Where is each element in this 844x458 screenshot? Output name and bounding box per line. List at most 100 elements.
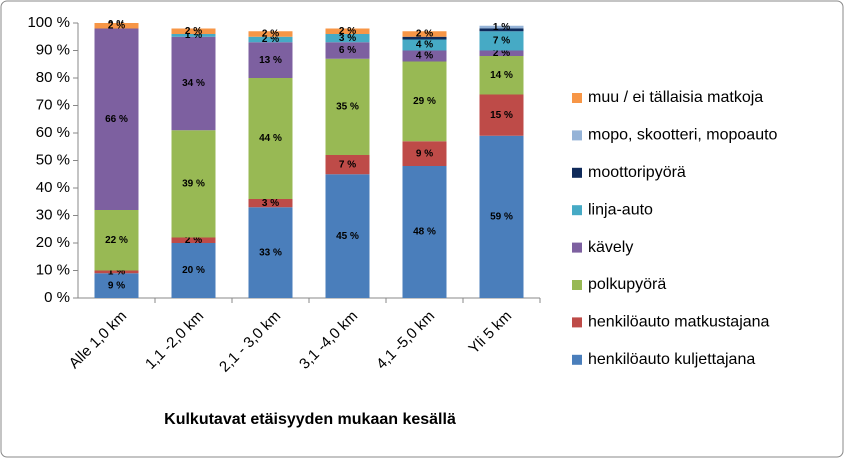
- y-tick-label: 50 %: [36, 151, 70, 168]
- y-tick-label: 0 %: [44, 289, 70, 306]
- value-label: 13 %: [259, 55, 282, 66]
- bar-segment: [171, 34, 216, 37]
- value-label: 2 %: [493, 48, 510, 59]
- y-tick-label: 100 %: [27, 14, 70, 31]
- value-label: 4 %: [416, 40, 433, 51]
- value-label: 6 %: [339, 45, 356, 56]
- value-label: 2 %: [185, 235, 202, 246]
- legend-label: moottoripyörä: [588, 164, 686, 181]
- bar-segment: [248, 207, 293, 298]
- value-label: 3 %: [262, 198, 279, 209]
- value-label: 2 %: [108, 20, 125, 31]
- legend-swatch: [572, 130, 582, 141]
- legend-label: kävely: [588, 239, 633, 256]
- value-label: 3 %: [339, 33, 356, 44]
- bar-segment: [171, 28, 216, 34]
- y-tick-label: 10 %: [36, 261, 70, 278]
- bar-segment: [94, 210, 139, 271]
- bar-segment: [325, 34, 370, 43]
- value-label: 39 %: [182, 179, 205, 190]
- legend-label: muu / ei tällaisia matkoja: [588, 89, 763, 106]
- bar-segment: [325, 42, 370, 59]
- bar-segment: [171, 237, 216, 243]
- bar-segment: [479, 28, 524, 32]
- value-label: 59 %: [490, 212, 513, 223]
- bar-segment: [402, 166, 447, 298]
- value-label: 1 %: [493, 22, 510, 33]
- value-label: 45 %: [336, 231, 359, 242]
- legend-swatch: [572, 280, 582, 290]
- bar-segment: [94, 23, 139, 29]
- value-label: 66 %: [105, 114, 128, 125]
- legend-swatch: [572, 93, 582, 103]
- y-tick-label: 30 %: [36, 206, 70, 223]
- bar-segment: [402, 50, 447, 62]
- value-label: 1 %: [108, 267, 125, 278]
- bar-segment: [402, 31, 447, 37]
- bar-segment: [248, 199, 293, 208]
- bar-segment: [402, 141, 447, 166]
- legend-swatch: [572, 354, 582, 365]
- value-label: 7 %: [493, 36, 510, 47]
- legend-swatch: [572, 317, 582, 328]
- bar-segment: [248, 78, 293, 199]
- legend-label: linja-auto: [588, 201, 653, 218]
- y-tick-label: 60 %: [36, 124, 70, 141]
- bar-segment: [479, 50, 524, 56]
- value-label: 2 %: [185, 26, 202, 37]
- value-label: 20 %: [182, 265, 205, 276]
- legend-swatch: [572, 242, 582, 253]
- value-label: 4 %: [416, 51, 433, 62]
- legend-label: henkilöauto kuljettajana: [588, 351, 755, 368]
- bar-segment: [479, 135, 524, 298]
- value-label: 2 %: [262, 34, 279, 45]
- value-label: 1 %: [185, 30, 202, 41]
- bar-segment: [402, 39, 447, 51]
- bar-segment: [171, 36, 216, 131]
- legend-swatch: [572, 167, 582, 178]
- y-tick-label: 20 %: [36, 234, 70, 251]
- bar-segment: [94, 273, 139, 298]
- value-label: 2 %: [262, 29, 279, 40]
- y-tick-label: 80 %: [36, 69, 70, 86]
- bar-segment: [479, 31, 524, 51]
- bar-segment: [171, 243, 216, 298]
- y-tick-label: 90 %: [36, 41, 70, 58]
- value-label: 29 %: [413, 96, 436, 107]
- value-label: 9 %: [416, 148, 433, 159]
- bar-segment: [325, 28, 370, 34]
- y-tick-label: 40 %: [36, 179, 70, 196]
- x-axis-title: Kulkutavat etäisyyden mukaan kesällä: [164, 411, 456, 428]
- bar-segment: [325, 174, 370, 298]
- value-label: 44 %: [259, 133, 282, 144]
- bar-segment: [479, 94, 524, 136]
- bar-segment: [402, 61, 447, 142]
- value-label: 7 %: [339, 159, 356, 170]
- bar-segment: [325, 155, 370, 175]
- bar-segment: [94, 28, 139, 210]
- legend-label: polkupyörä: [588, 276, 666, 293]
- y-tick-label: 70 %: [36, 96, 70, 113]
- value-label: 14 %: [490, 70, 513, 81]
- value-label: 2 %: [339, 26, 356, 37]
- legend-swatch: [572, 205, 582, 216]
- value-label: 15 %: [490, 110, 513, 121]
- bar-segment: [248, 42, 293, 78]
- value-label: 2 %: [416, 29, 433, 40]
- bar-segment: [479, 25, 524, 29]
- value-label: 22 %: [105, 235, 128, 246]
- value-label: 9 %: [108, 280, 125, 291]
- bar-segment: [325, 58, 370, 155]
- bar-segment: [248, 31, 293, 37]
- legend-label: henkilöauto matkustajana: [588, 314, 770, 331]
- bar-segment: [248, 36, 293, 43]
- bar-segment: [94, 270, 139, 274]
- bar-segment: [171, 130, 216, 238]
- bar-segment: [479, 56, 524, 95]
- value-label: 33 %: [259, 247, 282, 258]
- value-label: 48 %: [413, 227, 436, 238]
- value-label: 34 %: [182, 78, 205, 89]
- legend-label: mopo, skootteri, mopoauto: [588, 127, 778, 144]
- bar-segment: [402, 36, 447, 40]
